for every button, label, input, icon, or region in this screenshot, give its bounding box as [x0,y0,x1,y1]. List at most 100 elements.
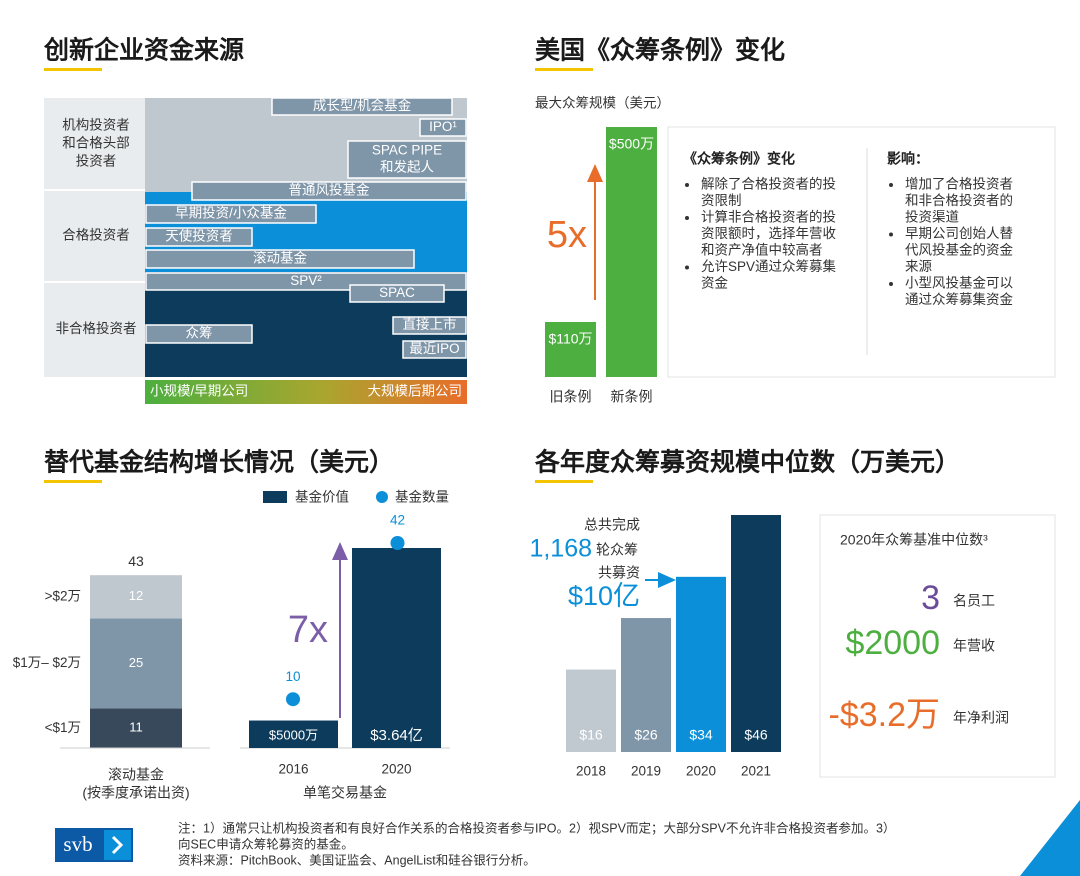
footnote: 资料来源：PitchBook、美国证监会、AngelList和硅谷银行分析。 [178,853,536,867]
bar [352,548,441,748]
x-tick-label: 2016 [278,762,308,777]
bullet [685,216,689,220]
legend-swatch [263,491,287,503]
annotation: 共募资 [598,565,640,581]
bar [606,127,657,377]
source-box [145,249,415,269]
row-label: 和合格头部 [62,136,130,151]
value-label: $500万 [609,136,654,152]
source-box [349,284,445,303]
source-box [419,118,467,137]
segment-label: 12 [129,588,143,603]
source-box-label: 和发起人 [380,160,434,175]
bullet-text: 投资渠道 [905,210,959,225]
bar [566,669,616,752]
logo-chevron-box [104,830,131,860]
benchmark-value: -$3.2万 [829,696,941,734]
column-title: 影响： [887,151,929,167]
corner-decoration [1020,800,1080,876]
bullet-text: 和非合格投资者的 [905,193,1013,208]
title-underline [44,68,102,71]
bullet [685,265,689,270]
bar [621,618,671,752]
segment-name: <$1万 [45,720,81,735]
stacked-segment [90,708,182,748]
x-tick-label: 2020 [686,764,716,779]
logo-chevron [111,835,124,855]
value-label: $3.64亿 [370,727,423,744]
bar [545,322,596,377]
row-label: 机构投资者 [62,118,130,133]
value-label: $46 [744,727,768,743]
source-box [392,316,467,335]
legend-swatch [376,491,388,503]
company-scale-bar [145,380,467,404]
segment-label: 11 [129,720,143,735]
annotation: 5x [547,214,587,256]
bullet-text: 资金 [701,276,729,291]
source-box [402,340,467,359]
column-title: 《众筹条例》变化 [683,151,795,167]
total-label: 43 [128,553,144,569]
source-box [145,227,253,247]
source-box-label: 众筹 [186,325,213,341]
bullet-text: 和资产净值中较高者 [701,242,823,258]
annotation: 1,168 [529,535,592,563]
source-box [145,204,317,224]
source-box [347,140,467,179]
dot-label: 10 [285,669,300,684]
text-panel [667,126,1056,378]
x-tick-label: 2021 [741,764,771,779]
segment-name: >$2万 [45,588,81,603]
bullet-text: 解除了合格投资者的投 [701,177,836,192]
source-box [271,97,453,116]
source-box-label: 成长型/机会基金 [313,97,412,113]
benchmark-panel [819,514,1056,778]
source-box-label: 天使投资者 [165,228,233,244]
x-axis-label: 单笔交易基金 [303,785,387,801]
section-title: 替代基金结构增长情况（美元） [44,448,394,477]
bullet-text: 小型风投基金可以 [905,275,1013,291]
value-label: $16 [579,727,603,743]
bullet [889,282,893,286]
legend-label: 基金价值 [295,489,349,505]
source-box-label: IPO¹ [429,119,457,134]
x-tick-label: 滚动基金 [108,767,164,783]
benchmark-value: 3 [921,579,940,617]
legend-label: 基金数量 [395,489,449,505]
source-box-label: SPV² [290,273,322,288]
benchmark-label: 名员工 [953,593,995,609]
dot [390,536,405,550]
row-label-column [44,98,145,377]
row-label: 合格投资者 [62,228,130,243]
row-label: 投资者 [76,154,117,169]
segment-label: 25 [129,655,143,670]
stacked-segment [90,575,182,619]
value-label: $26 [634,727,658,743]
section-title: 各年度众筹募资规模中位数（万美元） [534,448,960,477]
bullet-text: 允许SPV通过众筹募集 [701,258,837,274]
bullet [685,183,689,187]
title-underline [44,480,102,483]
bar [676,576,726,752]
source-box-label: 直接上市 [403,316,457,332]
footnote: 注：1）通常只让机构投资者和有良好合作关系的合格投资者参与IPO。2）视SPV而… [178,820,895,835]
scale-label: 小规模/早期公司 [150,384,248,399]
x-tick-label: 新条例 [611,389,653,405]
x-tick-label: 2020 [381,762,411,777]
benchmark-label: 年营收 [953,638,995,654]
bullet-text: 资限制 [701,193,742,208]
source-box-label: SPAC PIPE [372,143,442,158]
footnote: 向SEC申请众筹轮募资的基金。 [178,836,354,851]
title-underline [535,68,593,71]
scale-label: 大规模后期公司 [368,384,463,399]
x-tick-label: 旧条例 [550,389,592,405]
section-title: 美国《众筹条例》变化 [535,36,785,65]
bullet-text: 代风投基金的资金 [905,242,1013,258]
x-tick-label: 2018 [576,764,606,779]
x-tick-label: 2019 [631,764,661,779]
benchmark-label: 年净利润 [953,710,1009,726]
source-box-label: SPAC [379,285,415,300]
